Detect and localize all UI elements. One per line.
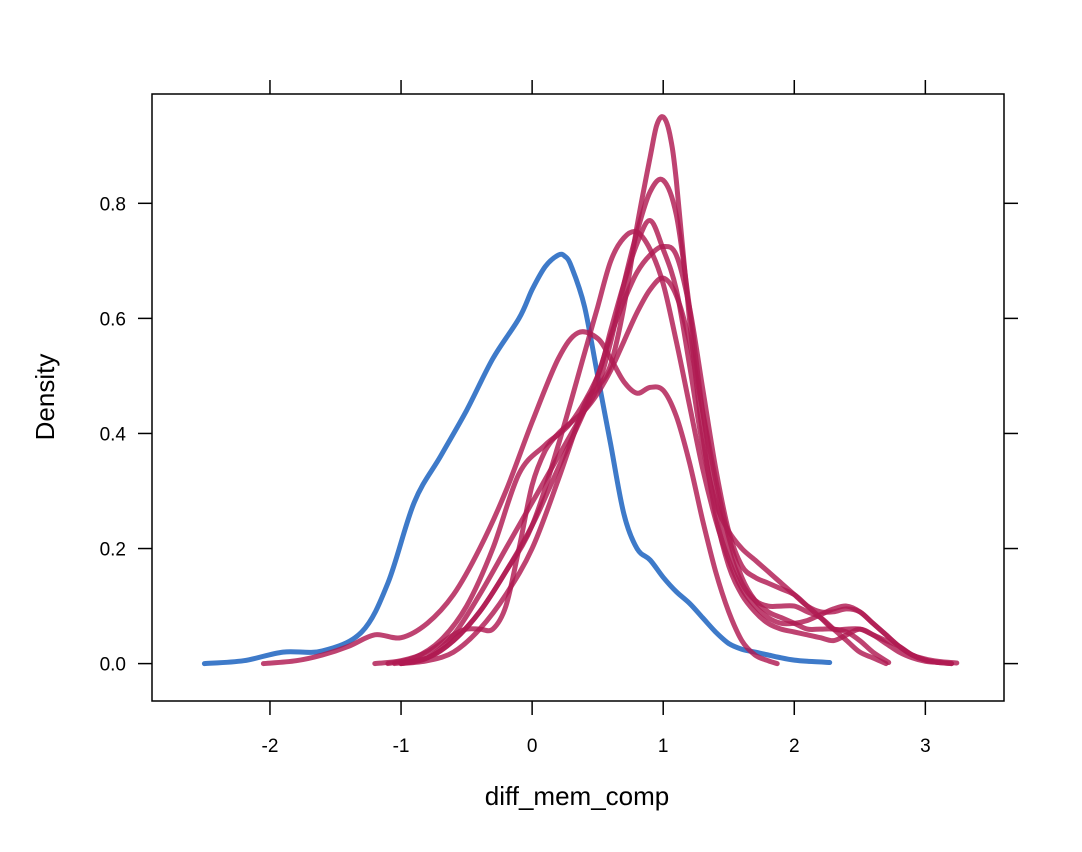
plot-frame (152, 94, 1004, 701)
y-tick-label: 0.6 (100, 309, 126, 330)
y-axis-label: Density (30, 354, 60, 441)
y-tick-labels: 0.0 0.2 0.4 0.6 0.8 (100, 194, 127, 675)
y-tick-label: 0.2 (100, 540, 126, 561)
x-ticks-top (270, 80, 925, 94)
x-axis-label: diff_mem_comp (485, 781, 670, 811)
y-tick-label: 0.0 (100, 655, 126, 676)
x-tick-label: -1 (393, 736, 410, 757)
x-tick-label: 2 (789, 736, 800, 757)
imputed-density-line-7 (401, 117, 952, 664)
imputed-density-line-5 (401, 231, 939, 663)
series-layer (204, 117, 956, 664)
y-tick-label: 0.4 (100, 424, 127, 445)
y-ticks-left (138, 203, 152, 663)
x-tick-label: -2 (262, 736, 279, 757)
y-tick-label: 0.8 (100, 194, 126, 215)
x-ticks-bottom (270, 701, 925, 715)
x-tick-label: 3 (920, 736, 931, 757)
x-tick-labels: -2 -1 0 1 2 3 (262, 736, 931, 757)
x-tick-label: 0 (527, 736, 538, 757)
y-ticks-right (1004, 203, 1018, 663)
x-tick-label: 1 (658, 736, 669, 757)
